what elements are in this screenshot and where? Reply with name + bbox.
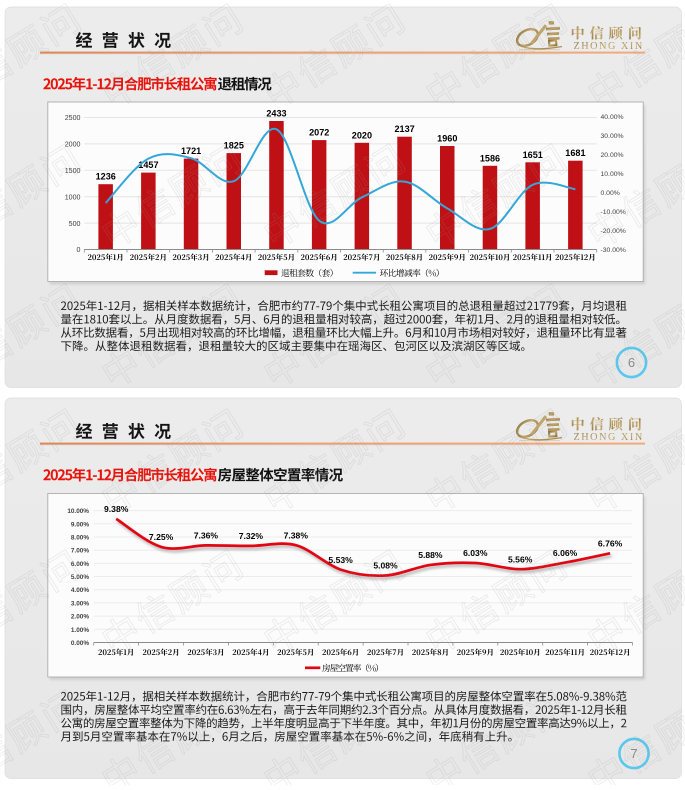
- svg-text:1651: 1651: [523, 150, 543, 160]
- svg-text:1457: 1457: [138, 160, 158, 170]
- svg-text:1.00%: 1.00%: [71, 627, 89, 634]
- svg-text:10.00%: 10.00%: [601, 171, 624, 178]
- svg-text:-10.00%: -10.00%: [601, 209, 626, 216]
- svg-text:1681: 1681: [565, 148, 585, 158]
- svg-text:6.06%: 6.06%: [553, 548, 578, 558]
- svg-text:4.00%: 4.00%: [71, 587, 89, 594]
- svg-text:2500: 2500: [65, 114, 81, 122]
- svg-text:1960: 1960: [437, 134, 457, 144]
- svg-text:40.00%: 40.00%: [601, 114, 624, 121]
- svg-text:1000: 1000: [65, 193, 81, 201]
- svg-text:3.00%: 3.00%: [71, 600, 89, 607]
- svg-text:2020: 2020: [352, 130, 372, 140]
- svg-text:1586: 1586: [480, 153, 500, 163]
- svg-text:2000: 2000: [65, 141, 81, 149]
- svg-text:ZHONG XIN: ZHONG XIN: [574, 432, 644, 443]
- svg-text:5.53%: 5.53%: [328, 555, 353, 565]
- svg-text:10.00%: 10.00%: [67, 508, 89, 515]
- svg-text:7.32%: 7.32%: [239, 531, 264, 541]
- svg-text:7.38%: 7.38%: [284, 530, 309, 540]
- svg-text:2072: 2072: [309, 128, 329, 138]
- svg-text:-30.00%: -30.00%: [601, 247, 626, 254]
- svg-text:30.00%: 30.00%: [601, 133, 624, 140]
- svg-text:1825: 1825: [224, 141, 244, 151]
- svg-text:7: 7: [630, 746, 637, 761]
- svg-text:6: 6: [628, 355, 635, 370]
- svg-text:2137: 2137: [394, 124, 414, 134]
- svg-text:0: 0: [77, 246, 81, 254]
- svg-text:500: 500: [69, 220, 81, 228]
- svg-text:1236: 1236: [96, 172, 116, 182]
- svg-text:5.88%: 5.88%: [418, 550, 443, 560]
- svg-text:-20.00%: -20.00%: [601, 228, 626, 235]
- svg-text:0.00%: 0.00%: [71, 640, 89, 647]
- svg-text:9.38%: 9.38%: [104, 504, 129, 514]
- svg-text:1721: 1721: [181, 146, 201, 156]
- svg-text:7.36%: 7.36%: [194, 531, 219, 541]
- svg-text:5.56%: 5.56%: [508, 554, 533, 564]
- svg-text:6.76%: 6.76%: [598, 539, 623, 549]
- svg-text:6.03%: 6.03%: [463, 548, 488, 558]
- svg-text:20.00%: 20.00%: [601, 152, 624, 159]
- svg-text:7.25%: 7.25%: [149, 532, 174, 542]
- svg-text:0.00%: 0.00%: [601, 190, 620, 197]
- svg-text:8.00%: 8.00%: [71, 535, 89, 542]
- svg-text:2433: 2433: [266, 109, 286, 119]
- svg-text:6.00%: 6.00%: [71, 561, 89, 568]
- svg-text:1500: 1500: [65, 167, 81, 175]
- svg-text:7.00%: 7.00%: [71, 548, 89, 555]
- svg-text:2.00%: 2.00%: [71, 614, 89, 621]
- svg-text:9.00%: 9.00%: [71, 521, 89, 528]
- svg-text:ZHONG XIN: ZHONG XIN: [574, 41, 644, 52]
